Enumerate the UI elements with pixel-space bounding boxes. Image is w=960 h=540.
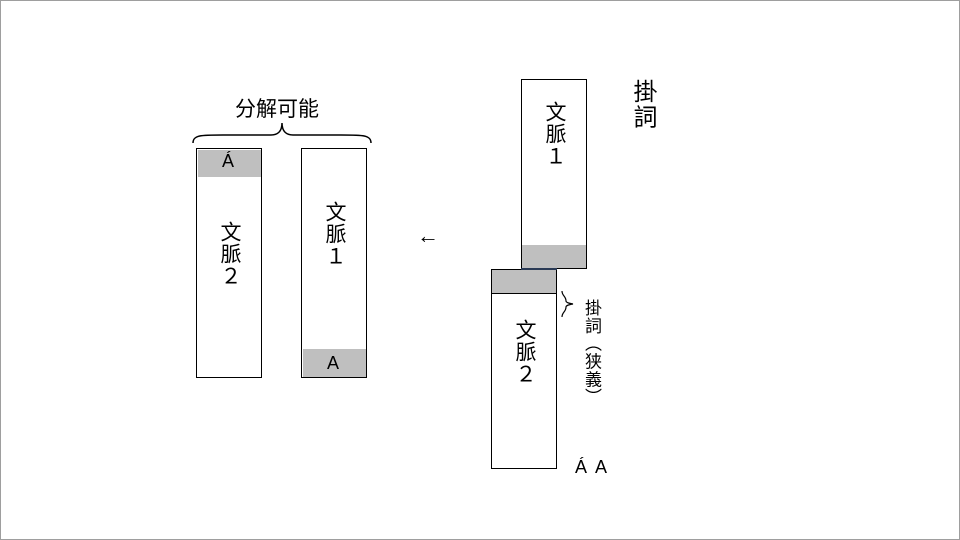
- left-col2-label: 文脈２: [214, 221, 244, 287]
- right-col-top-label: 文脈１: [539, 101, 569, 167]
- arrow-left: ←: [417, 223, 439, 249]
- pivot-side-label: 掛詞（狭義）: [579, 299, 604, 406]
- right-col-bottom-label: 文脈２: [509, 319, 539, 385]
- pivot-shade-upper: [521, 245, 587, 269]
- pivot-mark-a-accent: Á: [575, 457, 587, 478]
- pivot-shade-lower: [491, 269, 557, 293]
- left-col1-label: 文脈１: [319, 201, 349, 267]
- pivot-brace: [561, 291, 575, 317]
- pivot-seam: [521, 268, 557, 270]
- left-heading: 分解可能: [235, 93, 319, 123]
- diagram-frame: 掛詞 文脈１ 文脈２ 掛詞（狭義） A Á ← 分解可能 文脈１ A 文脈２ Á: [0, 0, 960, 540]
- diagram-title: 掛詞: [625, 79, 660, 129]
- left-brace: [193, 123, 371, 143]
- pivot-mark-a: A: [595, 457, 607, 478]
- left-col1-mark-a: A: [327, 353, 339, 374]
- left-col2-mark-a-accent: Á: [222, 151, 234, 172]
